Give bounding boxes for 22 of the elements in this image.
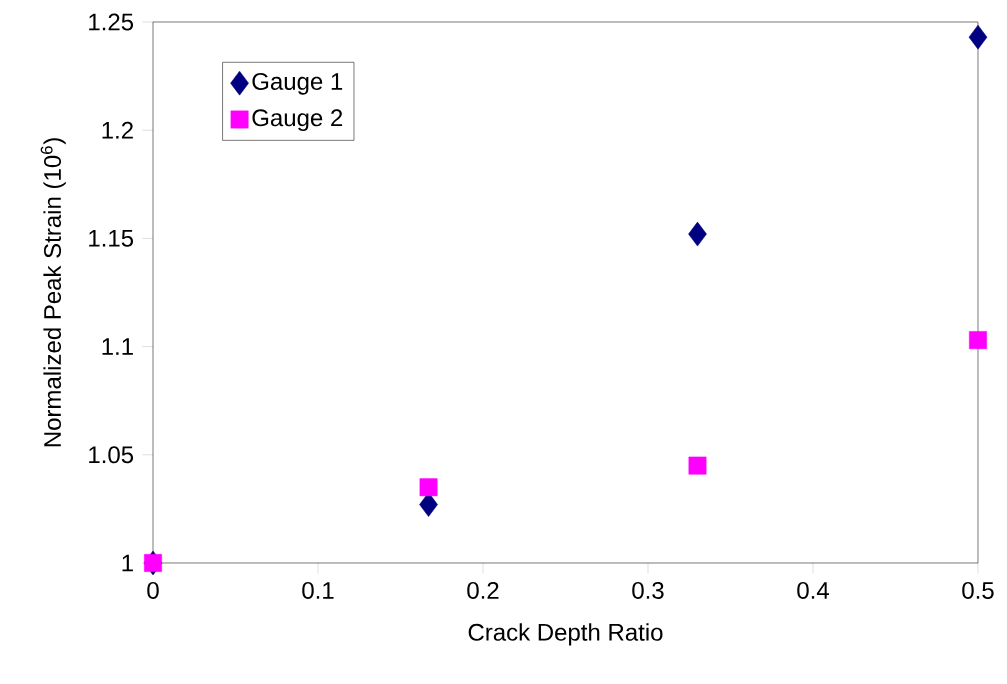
point [144,554,162,572]
point [968,24,988,50]
x-tick-label: 0.1 [302,581,334,599]
x-axis-title: Crack Depth Ratio [468,623,663,646]
y-tick-label: 1.25 [89,13,134,31]
y-tick-label: 1.15 [89,230,134,247]
y-tick-label: 1 [122,554,133,572]
point [688,221,707,247]
x-tick-label: 0.4 [797,581,829,599]
x-tick-label: 0.2 [467,581,499,599]
legend-label: Gauge 2 [252,109,343,132]
y-axis-title: Normalized Peak Strain (10$^{6}$) [40,138,66,447]
y-tick-label: 1.05 [89,446,134,464]
x-tick-label: 0.3 [632,581,664,599]
y-tick-label: 1.2 [102,121,133,139]
legend-label: Gauge 1 [252,72,343,95]
y-tick-label: 1.1 [102,338,133,355]
x-tick-label: 0 [147,581,159,599]
x-tick-label: 0.5 [962,581,994,599]
point [419,478,438,497]
point [969,331,987,350]
point [688,456,707,475]
